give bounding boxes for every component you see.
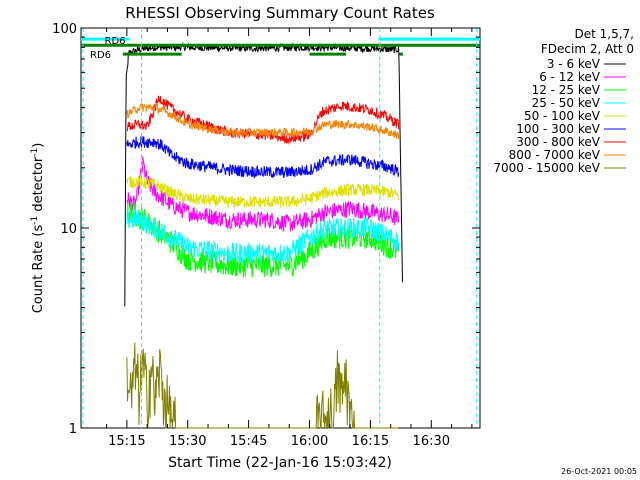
legend-label: 7000 - 15000 keV bbox=[493, 161, 600, 175]
series-3-6-kev bbox=[124, 41, 403, 307]
x-tick-label: 16:30 bbox=[413, 434, 450, 449]
series-layer bbox=[124, 41, 403, 429]
x-tick-label: 16:15 bbox=[352, 434, 389, 449]
series-25-50-kev bbox=[126, 209, 400, 264]
series-line bbox=[126, 102, 400, 140]
legend-label: 100 - 300 keV bbox=[516, 122, 600, 136]
series-50-100-kev bbox=[126, 175, 400, 209]
y-axis-label-end: ) bbox=[31, 143, 46, 148]
y-axis-label-main: Count Rate (s bbox=[31, 225, 46, 314]
series-line bbox=[126, 156, 400, 233]
y-tick-label: 1 bbox=[69, 422, 77, 437]
legend-header-line2: FDecim 2, Att 0 bbox=[541, 42, 634, 56]
x-tick-label: 15:15 bbox=[108, 434, 145, 449]
y-axis-label: Count Rate (s-1 detector-1) bbox=[30, 143, 46, 314]
flag-label-rd6-top: RD6 bbox=[105, 36, 126, 47]
footer-date: 26-Oct-2021 00:05 bbox=[561, 467, 637, 476]
legend-label: 12 - 25 keV bbox=[532, 83, 601, 97]
y-axis-label-sup1: -1 bbox=[30, 216, 40, 225]
series-line bbox=[126, 175, 400, 209]
axis-layer: 15:15 15:30 15:45 16:00 16:15 16:30 100 10 1 bbox=[52, 22, 480, 449]
series-line bbox=[126, 95, 400, 145]
series-line bbox=[126, 201, 400, 278]
series-7000-15000-kev bbox=[126, 342, 399, 429]
y-tick-label: 10 bbox=[60, 222, 77, 237]
series-line bbox=[126, 209, 400, 264]
y-axis-label-sup2: -1 bbox=[30, 148, 40, 157]
y-axis-label-mid: detector bbox=[31, 156, 46, 216]
legend-label: 300 - 800 keV bbox=[516, 135, 600, 149]
x-tick-label: 15:30 bbox=[169, 434, 206, 449]
legend-label: 25 - 50 keV bbox=[532, 96, 601, 110]
x-tick-label: 16:00 bbox=[291, 434, 328, 449]
legend-label: 50 - 100 keV bbox=[524, 109, 601, 123]
chart-title: RHESSI Observing Summary Count Rates bbox=[125, 4, 435, 22]
series-300-800-kev bbox=[126, 95, 400, 145]
legend-label: 800 - 7000 keV bbox=[509, 148, 601, 162]
x-tick-label: 15:45 bbox=[230, 434, 267, 449]
series-line bbox=[126, 136, 400, 179]
legend-label: 6 - 12 keV bbox=[539, 70, 601, 84]
series-12-25-kev bbox=[126, 201, 400, 278]
series-line bbox=[126, 342, 399, 429]
legend-header-line1: Det 1,5,7, bbox=[575, 27, 635, 41]
series-100-300-kev bbox=[126, 136, 400, 179]
x-axis-label: Start Time (22-Jan-16 15:03:42) bbox=[168, 455, 392, 471]
series-6-12-kev bbox=[126, 156, 400, 233]
series-line bbox=[124, 41, 403, 307]
flag-label-rd6-left: RD6 bbox=[90, 50, 111, 61]
series-800-7000-kev bbox=[126, 102, 400, 140]
y-tick-label: 100 bbox=[52, 22, 77, 37]
legend-label: 3 - 6 keV bbox=[547, 57, 601, 71]
